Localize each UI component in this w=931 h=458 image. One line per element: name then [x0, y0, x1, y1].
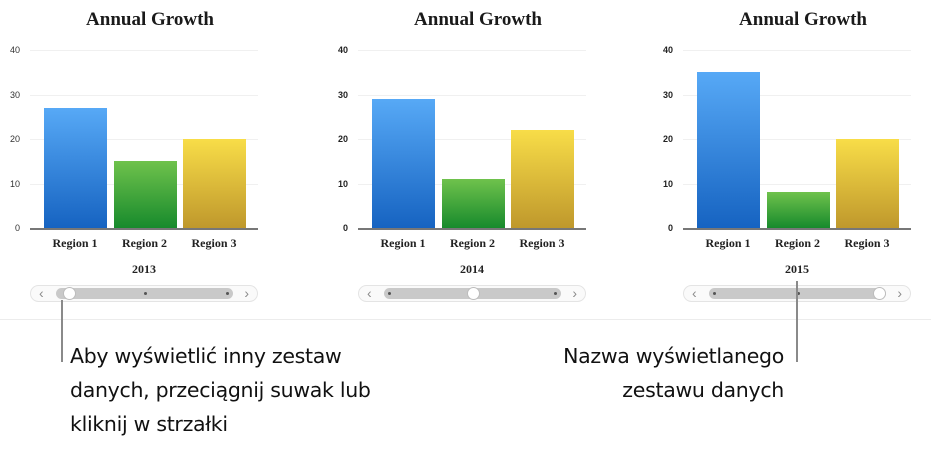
callout-line-2: zestawu danych	[622, 378, 784, 402]
bar-chart-2013: Annual Growth 40 30 20 10 0 Region 1 Region 2 Re…	[0, 0, 300, 310]
bar-region-3[interactable]	[836, 139, 899, 228]
dataset-name: 2013	[132, 262, 156, 276]
category-label: Region 3	[519, 236, 565, 250]
bar-chart-2015: Annual Growth 40 30 20 10 0 Region 1 Region 2 Re…	[653, 0, 931, 310]
gridline	[683, 50, 911, 51]
y-tick-label: 20	[9, 134, 20, 144]
divider	[0, 319, 931, 320]
bar-region-1[interactable]	[697, 72, 760, 228]
category-label: Region 3	[191, 236, 237, 250]
chart-title: Annual Growth	[739, 9, 867, 30]
callout-line-dataset-name	[796, 281, 798, 362]
slider-stop-dot	[388, 292, 391, 295]
chevron-right-icon[interactable]: ›	[897, 285, 902, 301]
category-label: Region 2	[775, 236, 820, 250]
chevron-left-icon[interactable]: ‹	[367, 285, 372, 301]
gridline	[30, 50, 258, 51]
x-axis	[30, 228, 258, 230]
chevron-right-icon[interactable]: ›	[572, 285, 577, 301]
y-tick-label: 40	[662, 45, 673, 55]
callout-line-1: Nazwa wyświetlanego	[563, 344, 784, 368]
slider-stop-dot	[796, 292, 800, 295]
gridline	[683, 139, 911, 140]
chart-title: Annual Growth	[414, 9, 542, 30]
chart-title: Annual Growth	[86, 9, 214, 30]
slider-stop-dot	[713, 292, 716, 295]
gridline	[683, 183, 911, 185]
category-label: Region 2	[450, 236, 495, 250]
bar-region-3[interactable]	[183, 139, 246, 228]
gridline	[358, 50, 586, 51]
slider-stop-dot	[143, 292, 147, 295]
gridline	[30, 139, 258, 140]
chevron-left-icon[interactable]: ‹	[692, 285, 697, 301]
x-axis	[683, 228, 911, 230]
slider-thumb[interactable]	[63, 287, 76, 300]
callout-line-1: Aby wyświetlić inny zestaw	[70, 344, 342, 368]
category-label: Region 1	[52, 236, 98, 250]
category-label: Region 1	[380, 236, 426, 250]
chevron-right-icon[interactable]: ›	[244, 285, 249, 301]
gridline	[358, 139, 586, 140]
slider-stop-dot	[226, 292, 229, 295]
category-label: Region 3	[844, 236, 890, 250]
y-tick-label: 30	[662, 89, 673, 100]
x-axis	[358, 228, 586, 230]
y-tick-label: 0	[14, 223, 20, 233]
callout-line-3: kliknij w strzałki	[70, 412, 228, 436]
y-tick-label: 10	[662, 178, 673, 189]
y-tick-label: 20	[662, 134, 673, 144]
bar-region-1[interactable]	[44, 107, 107, 228]
y-tick-label: 30	[337, 89, 348, 100]
slider-track[interactable]	[56, 287, 233, 300]
y-tick-label: 0	[342, 223, 348, 233]
gridline	[30, 94, 258, 96]
callout-slider-hint: Aby wyświetlić inny zestaw danych, przec…	[70, 339, 371, 441]
bar-region-1[interactable]	[372, 98, 435, 228]
slider-thumb[interactable]	[466, 287, 480, 300]
dataset-slider[interactable]: ‹ ›	[358, 285, 586, 302]
y-tick-label: 40	[337, 45, 348, 55]
gridline	[358, 94, 586, 96]
bar-region-2[interactable]	[441, 179, 505, 228]
y-tick-label: 10	[9, 178, 20, 189]
chevron-left-icon[interactable]: ‹	[39, 285, 44, 301]
bar-region-2[interactable]	[113, 161, 177, 228]
gridline	[683, 94, 911, 96]
y-tick-label: 30	[9, 89, 20, 100]
bar-chart-2014: Annual Growth 40 30 20 10 0 Region 1 Region 2 Re…	[328, 0, 628, 310]
bar-region-3[interactable]	[511, 130, 574, 228]
dataset-name: 2015	[785, 262, 809, 276]
bar-region-2[interactable]	[766, 192, 830, 228]
category-label: Region 2	[122, 236, 167, 250]
dataset-name: 2014	[460, 262, 484, 276]
callout-dataset-name: Nazwa wyświetlanego zestawu danych	[480, 339, 784, 407]
slider-thumb[interactable]	[873, 287, 886, 300]
slider-stop-dot	[554, 292, 557, 295]
callout-line-slider	[61, 300, 63, 362]
y-tick-label: 0	[667, 223, 673, 233]
y-tick-label: 40	[9, 45, 20, 55]
dataset-slider[interactable]: ‹ ›	[30, 285, 258, 302]
category-label: Region 1	[705, 236, 751, 250]
y-tick-label: 20	[337, 134, 348, 144]
slider-track[interactable]	[384, 287, 561, 300]
callout-line-2: danych, przeciągnij suwak lub	[70, 378, 371, 402]
y-tick-label: 10	[337, 178, 348, 189]
